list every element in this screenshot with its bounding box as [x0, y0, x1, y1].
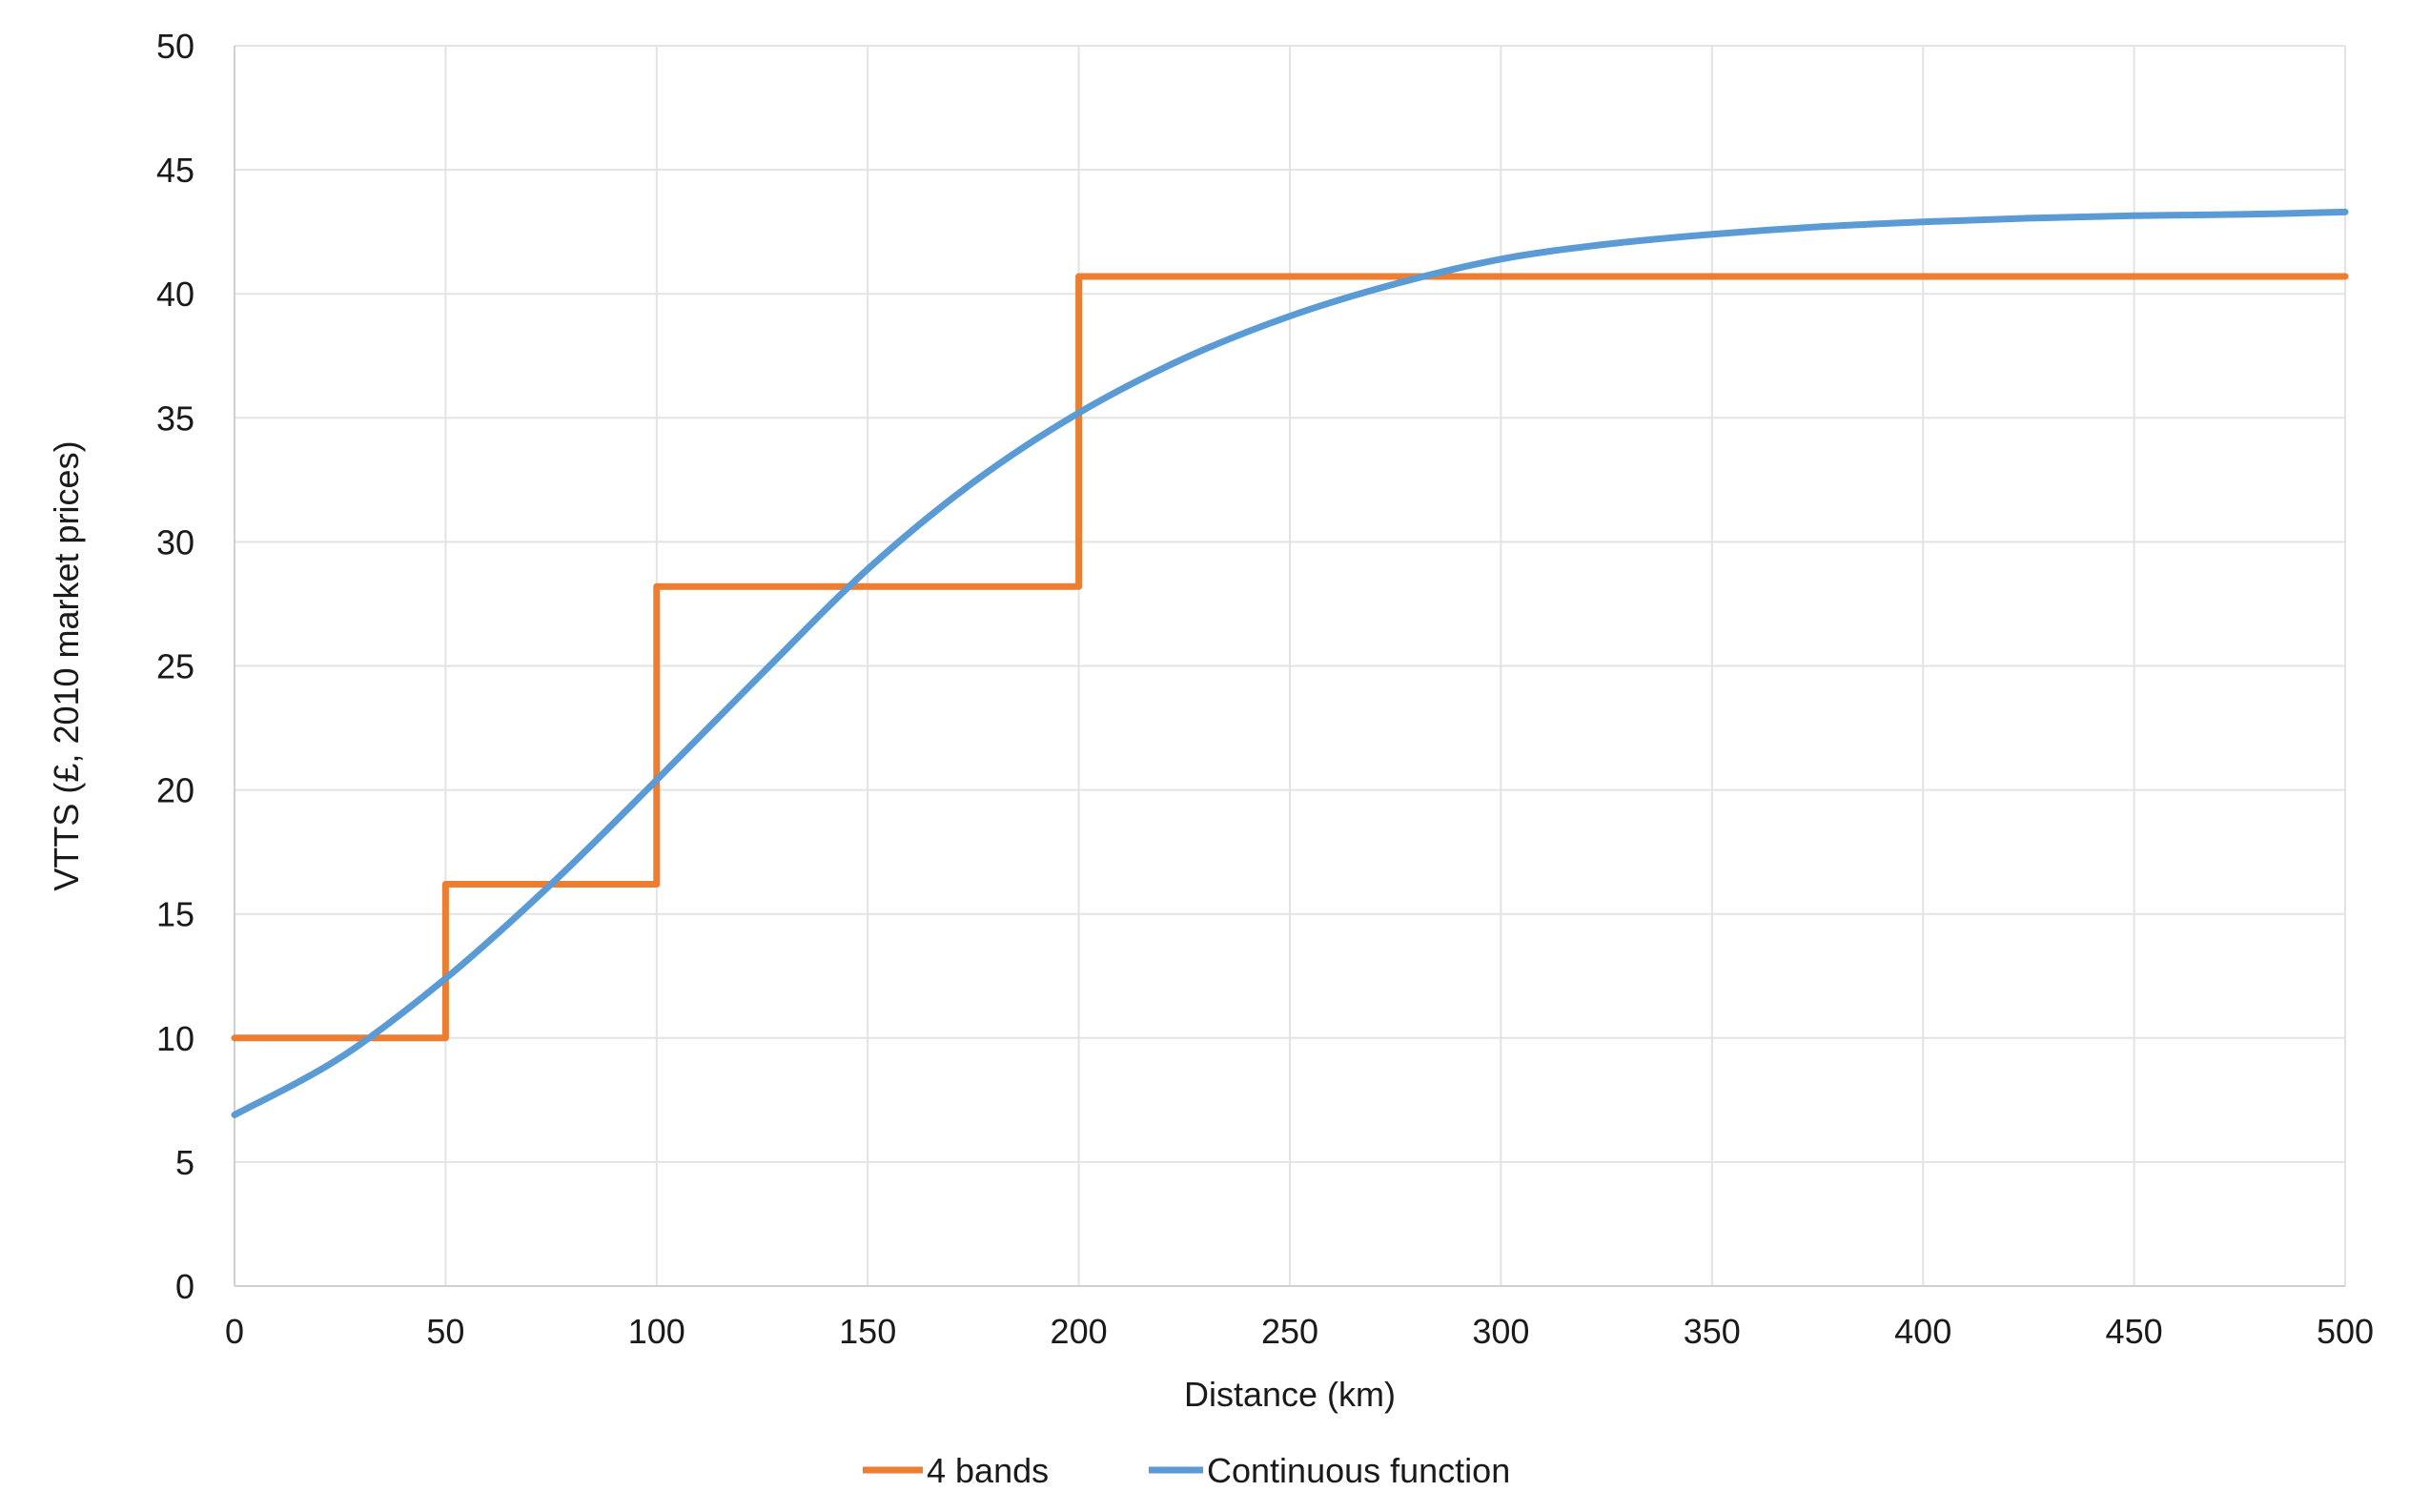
legend: 4 bands Continuous function [863, 1451, 1510, 1490]
x-tick-label: 50 [426, 1312, 464, 1351]
y-tick-label: 25 [156, 647, 194, 686]
x-tick-label: 450 [2106, 1312, 2163, 1351]
x-tick-label: 200 [1051, 1312, 1108, 1351]
y-tick-label: 5 [175, 1143, 194, 1182]
legend-label-continuous-function: Continuous function [1207, 1451, 1510, 1490]
y-tick-label: 10 [156, 1019, 194, 1058]
series-line-4-bands [231, 273, 2349, 1042]
x-axis-title: Distance (km) [1184, 1375, 1396, 1414]
axes [234, 46, 2345, 1287]
y-tick-label: 20 [156, 771, 194, 810]
y-tick-label: 50 [156, 27, 194, 66]
y-tick-label: 45 [156, 151, 194, 190]
x-tick-label: 0 [225, 1312, 244, 1351]
x-tick-label: 150 [839, 1312, 896, 1351]
y-tick-label: 35 [156, 398, 194, 438]
x-tick-label: 300 [1472, 1312, 1529, 1351]
x-tick-label: 500 [2317, 1312, 2374, 1351]
y-axis-title: VTTS (£, 2010 market prices) [47, 440, 86, 890]
x-tick-label: 350 [1684, 1312, 1741, 1351]
x-tick-label: 250 [1261, 1312, 1318, 1351]
legend-label-4-bands: 4 bands [927, 1451, 1049, 1490]
y-tick-label: 0 [175, 1267, 194, 1306]
gridlines [235, 45, 2346, 1286]
series-lines [231, 208, 2349, 1118]
y-tick-label: 30 [156, 522, 194, 562]
y-tick-label: 15 [156, 895, 194, 934]
x-tick-label: 400 [1894, 1312, 1951, 1351]
series-line-continuous-function [231, 208, 2349, 1118]
y-tick-label: 40 [156, 275, 194, 314]
x-tick-label: 100 [628, 1312, 685, 1351]
